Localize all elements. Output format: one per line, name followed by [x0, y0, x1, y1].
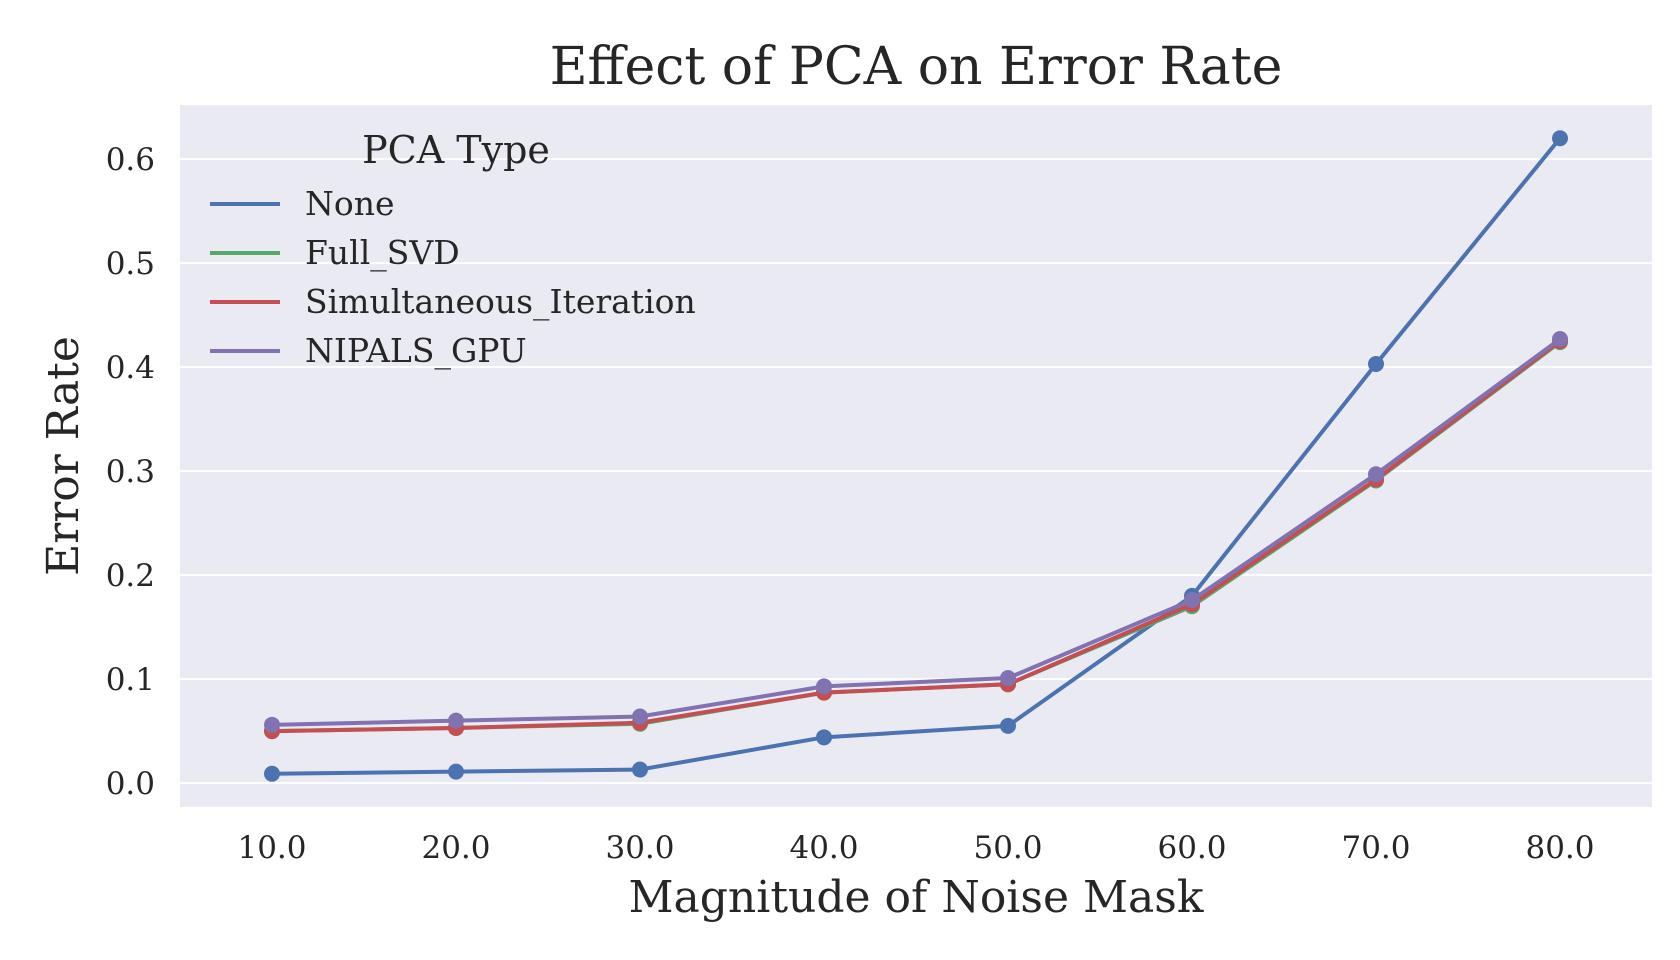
- series-layer: [264, 130, 1568, 782]
- x-tick-label: 80.0: [1525, 830, 1594, 866]
- data-point: [264, 765, 280, 782]
- data-point: [448, 712, 464, 729]
- x-axis-label: Magnitude of Noise Mask: [628, 872, 1203, 923]
- x-tick-label: 60.0: [1157, 830, 1226, 866]
- data-point: [1000, 670, 1016, 687]
- x-tick-label: 30.0: [605, 830, 674, 866]
- legend-label: Simultaneous_Iteration: [305, 282, 696, 322]
- x-tick-label: 20.0: [421, 830, 490, 866]
- data-point: [1184, 592, 1200, 609]
- y-tick-label: 0.5: [106, 246, 155, 282]
- series-nipals-gpu: [264, 331, 1568, 733]
- x-tick-label: 40.0: [789, 830, 858, 866]
- data-point: [1368, 466, 1384, 483]
- legend-item: Full_SVD: [210, 233, 460, 273]
- y-tick-label: 0.4: [106, 350, 155, 386]
- legend-label: Full_SVD: [305, 233, 460, 273]
- series-line: [270, 136, 1562, 776]
- x-tick-label: 50.0: [973, 830, 1042, 866]
- data-point: [816, 678, 832, 695]
- data-point: [1000, 717, 1016, 734]
- data-point: [264, 716, 280, 733]
- series-line: [270, 339, 1562, 734]
- y-tick-label: 0.0: [106, 766, 155, 802]
- x-tick-label: 70.0: [1341, 830, 1410, 866]
- legend-label: NIPALS_GPU: [305, 331, 527, 371]
- data-point: [816, 729, 832, 746]
- y-tick-label: 0.6: [106, 142, 155, 178]
- legend-item: NIPALS_GPU: [210, 331, 527, 371]
- data-point: [1368, 355, 1384, 372]
- y-tick-label: 0.3: [106, 454, 155, 490]
- data-point: [632, 708, 648, 725]
- legend-label: None: [305, 184, 395, 223]
- series-line: [270, 337, 1562, 727]
- legend-title: PCA Type: [362, 128, 550, 172]
- plot-background: [180, 105, 1652, 807]
- legend: PCA Type None Full_SVD Simultaneous_Iterat…: [210, 128, 696, 371]
- legend-item: None: [210, 184, 395, 223]
- data-point: [1552, 130, 1568, 147]
- chart-title: Effect of PCA on Error Rate: [550, 37, 1283, 97]
- y-axis-label: Error Rate: [38, 336, 89, 576]
- y-tick-label: 0.1: [106, 662, 155, 698]
- data-point: [632, 761, 648, 778]
- grid: [180, 158, 1652, 785]
- y-tick-label: 0.2: [106, 558, 155, 594]
- data-point: [448, 763, 464, 780]
- x-tick-labels: 10.0 20.0 30.0 40.0 50.0 60.0 70.0 80.0: [237, 830, 1594, 866]
- x-tick-label: 10.0: [237, 830, 306, 866]
- y-tick-labels: 0.0 0.1 0.2 0.3 0.4 0.5 0.6: [106, 142, 155, 802]
- legend-item: Simultaneous_Iteration: [210, 282, 696, 322]
- data-point: [1552, 331, 1568, 347]
